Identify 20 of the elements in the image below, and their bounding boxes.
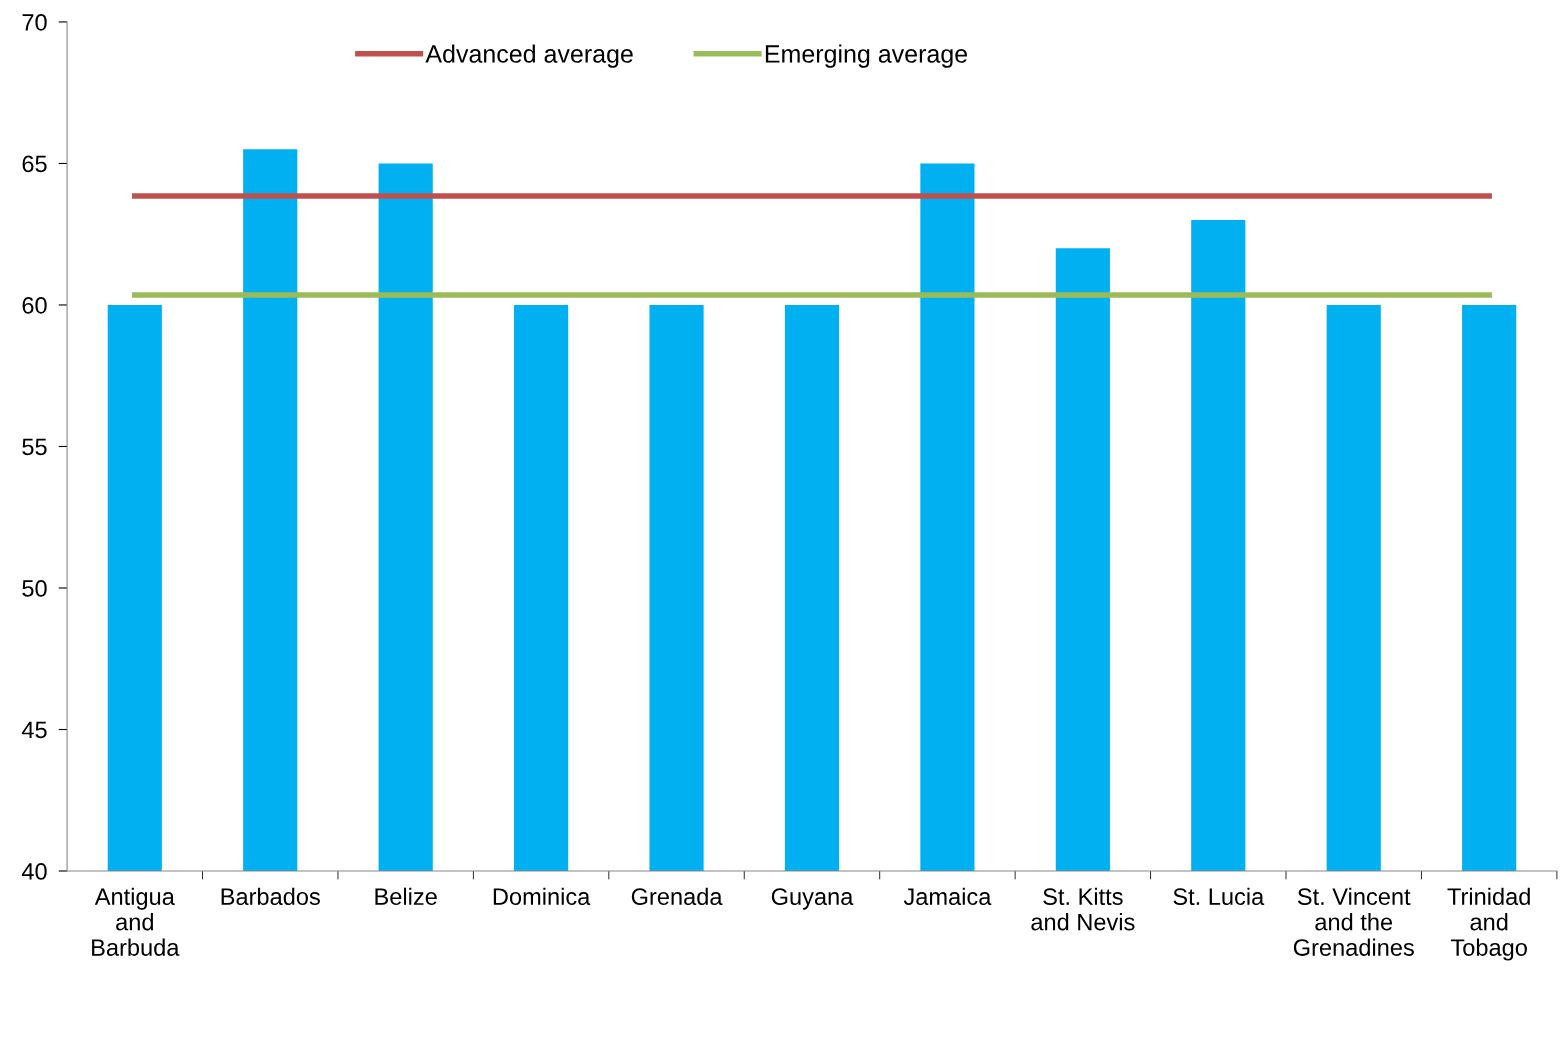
- x-tick-label: Antigua and Barbuda: [92, 887, 180, 956]
- x-tick-label: Jamaica: [903, 887, 992, 906]
- y-tick-label: 50: [22, 580, 47, 597]
- x-tick-label: Barbados: [221, 887, 320, 906]
- y-tick-label: 45: [21, 721, 47, 739]
- y-tick-label: 65: [22, 155, 47, 173]
- x-tick-label: St. Vincent and the Grenadines: [1293, 887, 1414, 956]
- x-tick-label: St. Lucia: [1173, 887, 1265, 906]
- legend-label: Emerging average: [765, 44, 968, 68]
- x-tick-label: St. Kitts and Nevis: [1031, 887, 1135, 931]
- legend-label: Advanced average: [425, 44, 633, 68]
- x-tick-label: Dominica: [493, 887, 591, 906]
- y-tick-label: 40: [21, 863, 47, 880]
- x-tick-label: Grenada: [631, 887, 723, 906]
- x-tick-label: Belize: [375, 887, 437, 906]
- x-tick-label: Trinidad and Tobago: [1447, 887, 1530, 961]
- y-tick-label: 55: [22, 438, 47, 456]
- x-tick-label: Guyana: [771, 888, 854, 910]
- y-tick-label: 70: [22, 14, 47, 31]
- y-tick-label: 60: [22, 297, 47, 314]
